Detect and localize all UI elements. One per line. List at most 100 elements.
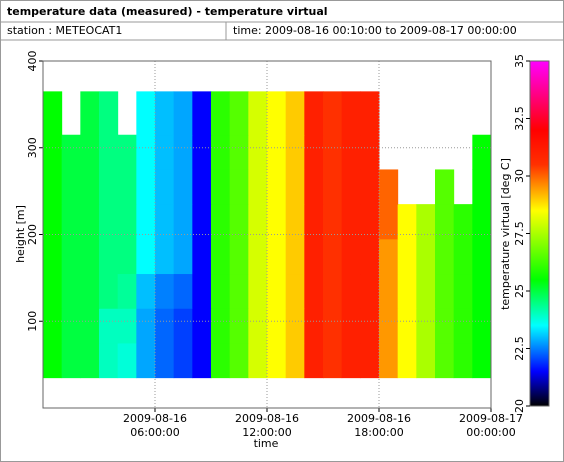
heat-cell (379, 308, 399, 344)
heat-cell (173, 204, 193, 240)
heat-cell (472, 342, 492, 379)
heat-cell (248, 308, 268, 344)
heat-cell (43, 273, 63, 309)
heat-cell (248, 91, 268, 136)
station: station : METEOCAT1 (7, 24, 122, 37)
heat-cell (304, 169, 324, 205)
colorbar-tick-label: 25 (513, 284, 526, 298)
heat-cell (379, 238, 399, 275)
heat-cell (248, 273, 268, 309)
heat-cell (61, 308, 81, 344)
heat-cell (323, 342, 343, 379)
heat-cell (99, 134, 119, 170)
heat-cell (323, 91, 343, 136)
heat-cell (117, 134, 137, 170)
heat-cell (117, 342, 137, 379)
heat-cell (155, 238, 175, 275)
heat-cell (229, 169, 249, 205)
heat-cell (61, 134, 81, 170)
heat-cell (136, 238, 156, 275)
heat-cell (472, 169, 492, 205)
heat-cell (43, 204, 63, 240)
heat-cell (229, 91, 249, 136)
heat-cell (304, 204, 324, 240)
heat-cell (379, 273, 399, 309)
heat-cell (136, 273, 156, 309)
heat-cell (80, 91, 100, 136)
heat-cell (99, 342, 119, 379)
heat-cell (155, 169, 175, 205)
x-tick-label: 2009-08-16 (123, 412, 187, 425)
heat-cell (323, 273, 343, 309)
heat-cell (379, 169, 399, 205)
time-range: time: 2009-08-16 00:10:00 to 2009-08-17 … (233, 24, 517, 37)
y-tick-label: 400 (26, 51, 39, 72)
heat-cell (155, 273, 175, 309)
heat-cell (80, 342, 100, 379)
heat-cell (267, 169, 287, 205)
heat-cell (229, 308, 249, 344)
heat-cell (304, 342, 324, 379)
y-tick-label: 200 (26, 224, 39, 245)
heat-cell (285, 238, 305, 275)
heat-cell (416, 273, 436, 309)
heat-cell (285, 91, 305, 136)
heat-cell (323, 308, 343, 344)
heat-cell (192, 134, 212, 170)
heat-cell (229, 238, 249, 275)
x-tick-label: 18:00:00 (354, 426, 403, 439)
heat-cell (397, 273, 417, 309)
heat-cell (211, 308, 231, 344)
colorbar-tick-label: 22.5 (513, 336, 526, 361)
heat-cell (80, 308, 100, 344)
heat-cell (285, 204, 305, 240)
heat-cell (80, 273, 100, 309)
heat-cell (453, 308, 473, 344)
heat-cell (173, 273, 193, 309)
heat-cell (117, 308, 137, 344)
heat-cell (99, 238, 119, 275)
colorbar-tick-label: 35 (513, 54, 526, 68)
heat-cell (248, 238, 268, 275)
heat-cell (360, 204, 380, 240)
heat-cell (397, 204, 417, 240)
heat-cell (43, 238, 63, 275)
heat-cell (267, 308, 287, 344)
heat-cell (248, 169, 268, 205)
colorbar-tick-label: 27.5 (513, 221, 526, 246)
heat-cell (285, 273, 305, 309)
heat-cell (360, 134, 380, 170)
x-tick-label: 00:00:00 (466, 426, 515, 439)
heat-cell (173, 169, 193, 205)
heat-cell (416, 308, 436, 344)
heat-cell (453, 238, 473, 275)
heat-cell (192, 238, 212, 275)
heat-cell (323, 238, 343, 275)
heat-cell (341, 204, 361, 240)
heat-cell (341, 91, 361, 136)
heat-cell (435, 238, 455, 275)
heat-cell (117, 169, 137, 205)
heat-cell (285, 169, 305, 205)
heat-cell (136, 91, 156, 136)
heat-cell (61, 204, 81, 240)
heat-cell (360, 308, 380, 344)
heat-cell (472, 308, 492, 344)
heat-cell (416, 238, 436, 275)
heat-cell (173, 134, 193, 170)
heat-cell (229, 273, 249, 309)
heat-cell (472, 204, 492, 240)
heat-cell (472, 273, 492, 309)
heat-cell (136, 204, 156, 240)
heat-cell (323, 169, 343, 205)
heat-cell (304, 134, 324, 170)
x-tick-label: 12:00:00 (242, 426, 291, 439)
heat-cell (341, 169, 361, 205)
heat-cell (285, 342, 305, 379)
heat-cell (61, 273, 81, 309)
heat-cell (136, 134, 156, 170)
heat-cell (267, 238, 287, 275)
y-tick-label: 300 (26, 137, 39, 158)
